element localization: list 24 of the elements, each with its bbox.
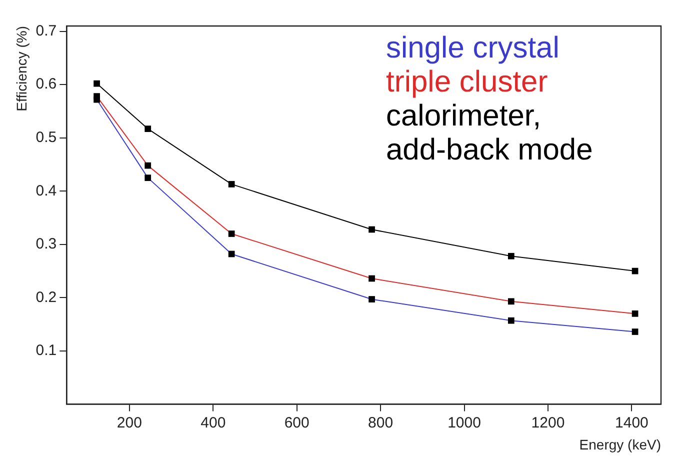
y-tick-label: 0.1 bbox=[36, 342, 57, 360]
y-axis-title: Efficiency (%) bbox=[13, 26, 30, 112]
y-tick-label: 0.4 bbox=[36, 182, 57, 200]
x-tick-label: 800 bbox=[368, 414, 394, 432]
x-tick-label: 600 bbox=[284, 414, 310, 432]
x-tick-label: 1400 bbox=[615, 414, 648, 432]
point bbox=[508, 252, 514, 260]
y-tick-label: 0.5 bbox=[36, 129, 57, 146]
x-tick-label: 400 bbox=[200, 414, 226, 432]
y-tick-label: 0.3 bbox=[36, 236, 57, 253]
text: calorimeter, add-back mode bbox=[386, 99, 593, 166]
point bbox=[368, 226, 375, 233]
x-axis-title: Energy (keV) bbox=[579, 436, 661, 452]
text: triple cluster bbox=[386, 65, 548, 98]
y-tick-label: 0.2 bbox=[36, 288, 57, 306]
point bbox=[144, 126, 152, 132]
y-tick-label: 0.7 bbox=[36, 22, 57, 40]
x-tick-label: 1200 bbox=[531, 414, 565, 432]
y-tick-label: 0.6 bbox=[36, 76, 57, 93]
point bbox=[94, 80, 100, 87]
text: single crystal bbox=[386, 31, 560, 64]
x-tick-label: 200 bbox=[116, 414, 142, 432]
x-tick-label: 1000 bbox=[448, 414, 481, 432]
point bbox=[228, 181, 235, 188]
